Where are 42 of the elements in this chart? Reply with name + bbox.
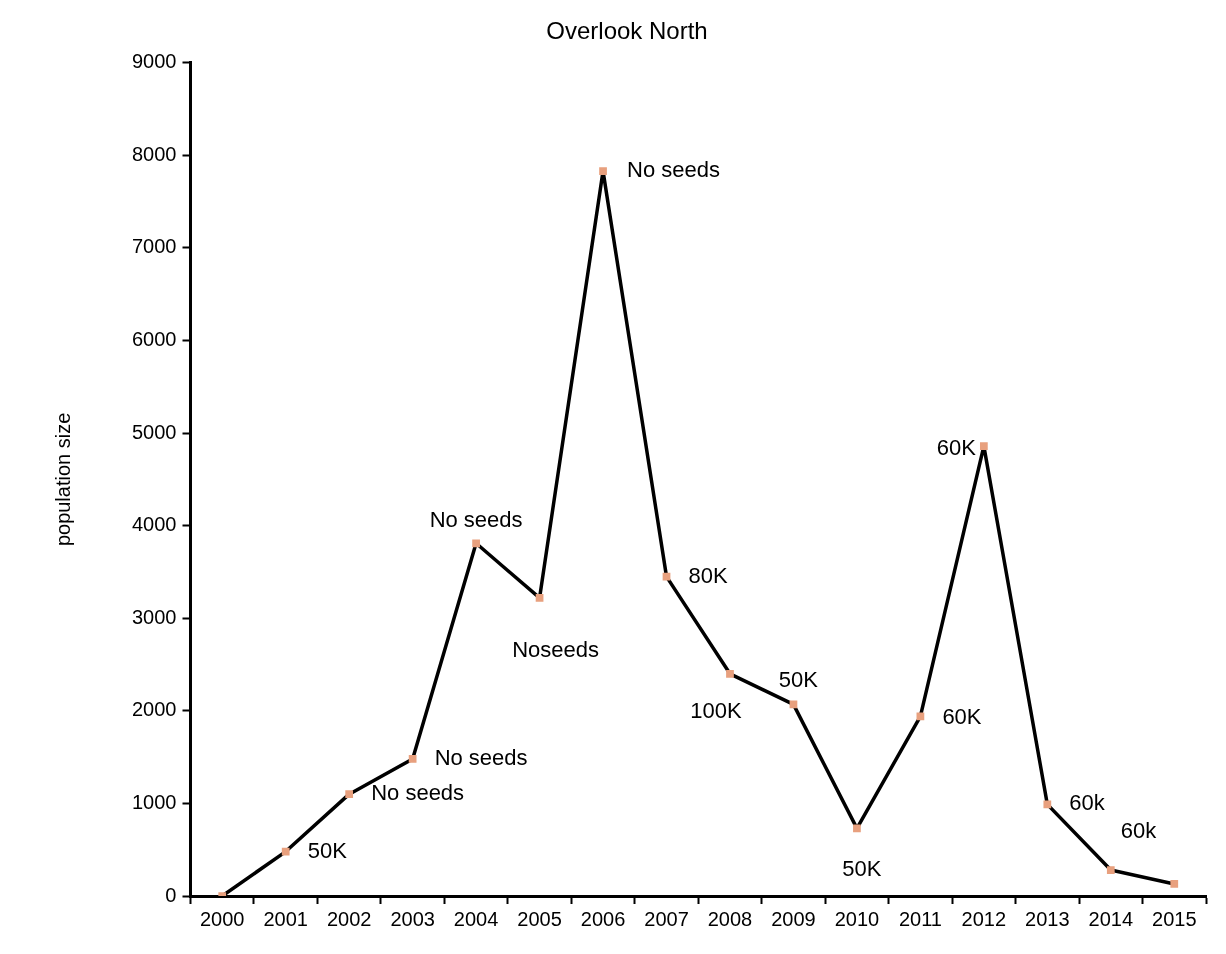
y-tick-label: 0 [165,883,177,906]
annotation: 60K [936,435,977,461]
x-tick-label: 2005 [517,907,562,930]
annotation: 80K [688,562,728,588]
y-tick-label: 2000 [131,698,177,721]
annotation: No seeds [627,157,720,183]
x-tick-label: 2015 [1152,907,1197,930]
x-tick-label: 2010 [834,907,880,930]
annotation: No seeds [434,745,528,771]
x-tick-label: 2011 [898,907,942,930]
annotation: 60k [1069,790,1106,816]
y-tick-label: 9000 [131,50,177,73]
annotation: 100K [690,697,742,723]
y-axis-title: population size [51,412,74,547]
x-tick-label: 2002 [326,907,372,930]
y-tick-label: 6000 [131,328,177,351]
x-tick-label: 2008 [707,907,753,930]
x-tick-label: 2001 [263,907,308,930]
annotation: 60K [942,704,982,730]
x-tick-label: 2004 [453,907,499,930]
y-tick-label: 5000 [131,420,177,443]
x-tick-label: 2014 [1088,907,1134,930]
y-tick-label: 3000 [131,605,177,628]
x-tick-label: 2007 [644,907,689,930]
x-tick-label: 2009 [771,907,816,930]
y-tick-label: 7000 [131,235,177,258]
x-tick-label: 2003 [390,907,435,930]
x-tick-label: 2006 [580,907,626,930]
chart-title: Overlook North [546,17,708,45]
x-tick-label: 2013 [1025,907,1070,930]
x-tick-label: 2012 [961,907,1007,930]
annotation: Noseeds [512,636,599,662]
y-tick-label: 4000 [131,513,177,536]
y-tick-label: 1000 [131,790,177,813]
annotation: 60k [1120,818,1158,844]
annotation: No seeds [429,507,523,533]
annotation: 50K [842,856,882,882]
annotation: 50K [778,667,819,693]
annotation: No seeds [371,780,465,806]
annotation: 50K [307,837,348,863]
y-tick-label: 8000 [131,142,177,165]
x-tick-label: 2000 [199,907,245,930]
